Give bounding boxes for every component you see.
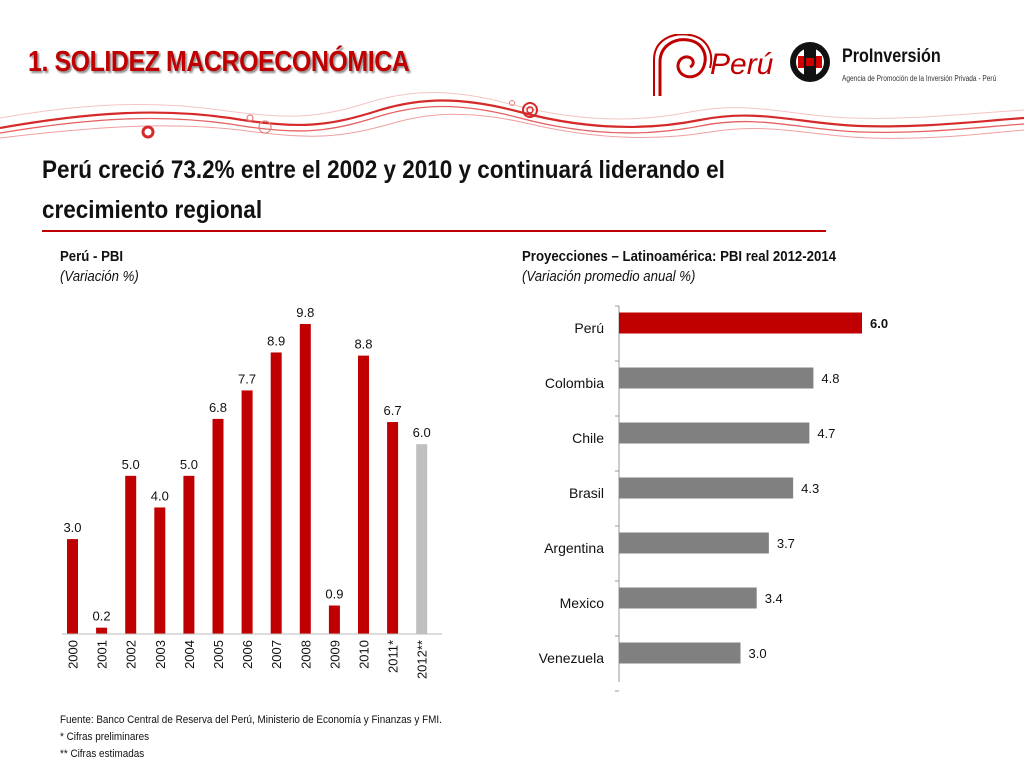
gdp-value-label: 6.8 [209, 400, 227, 415]
gdp-value-label: 8.9 [267, 333, 285, 348]
latam-chart-subtitle: (Variación promedio anual %) [522, 268, 696, 285]
latam-value-label: 4.8 [821, 371, 839, 386]
source-note: Fuente: Banco Central de Reserva del Per… [60, 714, 442, 726]
estimated-note: ** Cifras estimadas [60, 748, 145, 760]
gdp-year-tick: 2004 [182, 640, 197, 669]
gdp-bar-2003 [154, 507, 166, 634]
gdp-bar-2007 [270, 352, 282, 634]
gdp-value-label: 4.0 [151, 488, 169, 503]
latam-bar-Mexico [619, 587, 757, 609]
gdp-value-label: 7.7 [238, 371, 256, 386]
latam-country-label: Venezuela [539, 650, 605, 666]
gdp-value-label: 9.8 [296, 305, 314, 320]
latam-value-label: 3.7 [777, 536, 795, 551]
gdp-value-label: 3.0 [63, 520, 81, 535]
gdp-bar-2004 [183, 475, 195, 634]
proinversion-tagline: Agencia de Promoción de la Inversión Pri… [842, 74, 997, 83]
peru-gdp-chart-subtitle: (Variación %) [60, 268, 139, 285]
gdp-year-tick: 2006 [240, 640, 255, 669]
gdp-bar-2002 [125, 475, 137, 634]
gdp-year-tick: 2001 [95, 640, 110, 669]
proinversion-logo-icon [790, 42, 830, 82]
gdp-bar-2009 [328, 605, 340, 634]
gdp-value-label: 6.0 [413, 425, 431, 440]
latam-chart-title: Proyecciones – Latinoamérica: PBI real 2… [522, 248, 837, 265]
peru-brand-text: Perú [710, 48, 774, 81]
gdp-bar-2006 [241, 390, 253, 634]
gdp-value-label: 5.0 [122, 457, 140, 472]
gdp-bar-2011* [387, 422, 399, 634]
headline-line-2: crecimiento regional [42, 196, 263, 224]
proinversion-name: ProInversión [842, 46, 941, 67]
gdp-year-tick: 2002 [124, 640, 139, 669]
gdp-bar-2012** [416, 444, 428, 634]
gdp-year-tick: 2003 [153, 640, 168, 669]
decorative-wave [0, 92, 1024, 139]
gdp-year-tick: 2000 [66, 640, 81, 669]
latam-value-label: 3.0 [749, 646, 767, 661]
gdp-year-tick: 2008 [298, 640, 313, 669]
peru-gdp-chart-title: Perú - PBI [60, 248, 124, 265]
latam-bar-Venezuela [619, 642, 741, 664]
headline-rule [42, 230, 826, 232]
preliminary-note: * Cifras preliminares [60, 731, 150, 743]
latam-value-label: 4.3 [801, 481, 819, 496]
gdp-year-tick: 2009 [327, 640, 342, 669]
latam-country-label: Chile [572, 430, 604, 446]
latam-value-label: 4.7 [817, 426, 835, 441]
gdp-value-label: 5.0 [180, 457, 198, 472]
headline-line-1: Perú creció 73.2% entre el 2002 y 2010 y… [42, 156, 725, 184]
latam-bar-Brasil [619, 477, 794, 499]
latam-country-label: Brasil [569, 485, 604, 501]
gdp-bar-2005 [212, 418, 224, 634]
gdp-value-label: 0.2 [93, 609, 111, 624]
gdp-year-tick: 2012** [415, 640, 430, 679]
gdp-value-label: 8.8 [354, 337, 372, 352]
headline: Perú creció 73.2% entre el 2002 y 2010 y… [42, 150, 762, 230]
latam-value-label: 6.0 [870, 316, 888, 331]
latam-country-label: Mexico [560, 595, 605, 611]
slide-title: 1. SOLIDEZ MACROECONÓMICA [28, 46, 410, 78]
latam-country-label: Perú [574, 320, 604, 336]
latam-country-label: Colombia [545, 375, 604, 391]
latam-bar-Perú [619, 312, 862, 334]
latam-country-label: Argentina [544, 540, 604, 556]
peru-brand-logo: Perú [653, 34, 774, 96]
gdp-bar-2000 [67, 539, 78, 634]
gdp-bar-2010 [358, 355, 369, 634]
latam-bar-Colombia [619, 367, 814, 389]
gdp-year-tick: 2005 [211, 640, 226, 669]
latam-bar-Chile [619, 422, 810, 444]
gdp-bar-2008 [299, 324, 311, 634]
gdp-value-label: 0.9 [325, 587, 343, 602]
latam-value-label: 3.4 [765, 591, 783, 606]
gdp-year-tick: 2007 [269, 640, 284, 669]
gdp-bar-2001 [96, 627, 108, 634]
gdp-year-tick: 2011* [386, 640, 401, 673]
gdp-value-label: 6.7 [384, 403, 402, 418]
latam-bar-Argentina [619, 532, 769, 554]
gdp-year-tick: 2010 [357, 640, 372, 669]
